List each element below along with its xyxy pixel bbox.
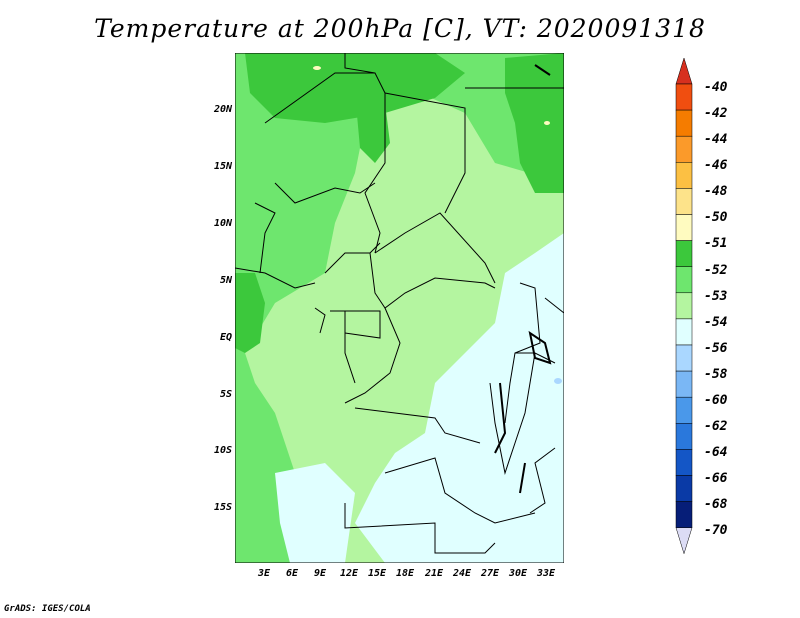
colorbar-label: -58 [704, 367, 728, 382]
border-line [384, 92, 466, 214]
colorbar-label: -53 [704, 289, 728, 304]
colorbar-label: -56 [704, 341, 728, 356]
colorbar-top-arrow [675, 58, 693, 85]
border-line [529, 447, 556, 514]
colorbar-segment [675, 214, 693, 241]
colorbar-segment [675, 475, 693, 502]
border-line [384, 457, 536, 524]
lat-label: 15N [213, 161, 232, 172]
border-line [330, 310, 381, 339]
colorbar-segment [675, 344, 693, 372]
lat-label: 5S [219, 389, 232, 400]
border-line [344, 307, 401, 404]
credit-text: GrADS: IGES/COLA [4, 604, 91, 614]
lon-label: 33E [536, 568, 556, 579]
lat-label: 10N [213, 218, 232, 229]
colorbar-label: -68 [704, 497, 728, 512]
band-50-spot-2 [544, 121, 550, 125]
colorbar-label: -70 [704, 523, 728, 538]
colorbar-label: -50 [704, 210, 728, 225]
colorbar-segment [675, 396, 693, 424]
border-line [274, 182, 376, 204]
lon-label: 9E [313, 568, 327, 579]
colorbar-label: -64 [704, 445, 728, 460]
colorbar-segment [675, 240, 693, 267]
lat-label: 15S [213, 502, 232, 513]
border-line [314, 307, 326, 334]
lon-label: 24E [452, 568, 472, 579]
lat-label: EQ [219, 332, 232, 343]
colorbar-segment [675, 292, 693, 320]
lon-label: 3E [257, 568, 271, 579]
lake-outline [534, 64, 551, 76]
colorbar-segment [675, 162, 693, 189]
colorbar-segment [675, 135, 693, 163]
border-line [489, 352, 536, 475]
border-line [504, 282, 541, 424]
colorbar-bottom-arrow [675, 527, 693, 555]
lon-label: 12E [339, 568, 359, 579]
lat-label: 5N [219, 275, 232, 286]
border-line [354, 407, 481, 444]
colorbar-segment [675, 501, 693, 528]
band-58-spot [554, 378, 562, 384]
border-line [324, 242, 381, 274]
colorbar-segment [675, 109, 693, 137]
temperature-map [235, 53, 564, 563]
colorbar-label: -46 [704, 158, 728, 173]
lon-label: 21E [424, 568, 444, 579]
colorbar-label: -62 [704, 419, 728, 434]
border-line [344, 53, 376, 74]
border-line [344, 503, 496, 554]
colorbar-segment [675, 370, 693, 398]
lon-label: 15E [367, 568, 387, 579]
colorbar-label: -44 [704, 132, 728, 147]
band-50-spot-1 [313, 66, 321, 70]
colorbar-label: -48 [704, 184, 728, 199]
colorbar-segment [675, 266, 693, 294]
lat-label: 20N [213, 104, 232, 115]
lake-outline [494, 382, 507, 454]
border-line [254, 202, 276, 274]
band-52-central [355, 93, 390, 163]
border-line [374, 212, 496, 284]
colorbar [675, 58, 693, 555]
colorbar-label: -51 [704, 236, 728, 251]
colorbar-label: -40 [704, 80, 728, 95]
lon-label: 6E [285, 568, 299, 579]
colorbar-segment [675, 423, 693, 450]
band-52-north [245, 53, 465, 123]
colorbar-segment [675, 83, 693, 111]
lake-outline [519, 462, 526, 494]
lon-label: 18E [395, 568, 415, 579]
border-line [369, 252, 496, 309]
colorbar-label: -42 [704, 106, 728, 121]
colorbar-label: -66 [704, 471, 728, 486]
colorbar-label: -52 [704, 263, 728, 278]
border-line [344, 311, 356, 384]
border-line [264, 72, 386, 254]
map-title: Temperature at 200hPa [C], VT: 202009131… [94, 14, 706, 43]
colorbar-segment [675, 188, 693, 215]
band-56-southwest [275, 463, 355, 563]
lat-label: 10S [213, 445, 232, 456]
lake-outline [528, 330, 552, 365]
lon-label: 30E [508, 568, 528, 579]
border-line [235, 267, 316, 289]
colorbar-segment [675, 318, 693, 346]
colorbar-label: -60 [704, 393, 728, 408]
colorbar-segment [675, 449, 693, 476]
colorbar-label: -54 [704, 315, 728, 330]
lon-label: 27E [480, 568, 500, 579]
band-56 [355, 233, 564, 563]
border-line [544, 297, 564, 314]
band-52-west [235, 273, 265, 353]
